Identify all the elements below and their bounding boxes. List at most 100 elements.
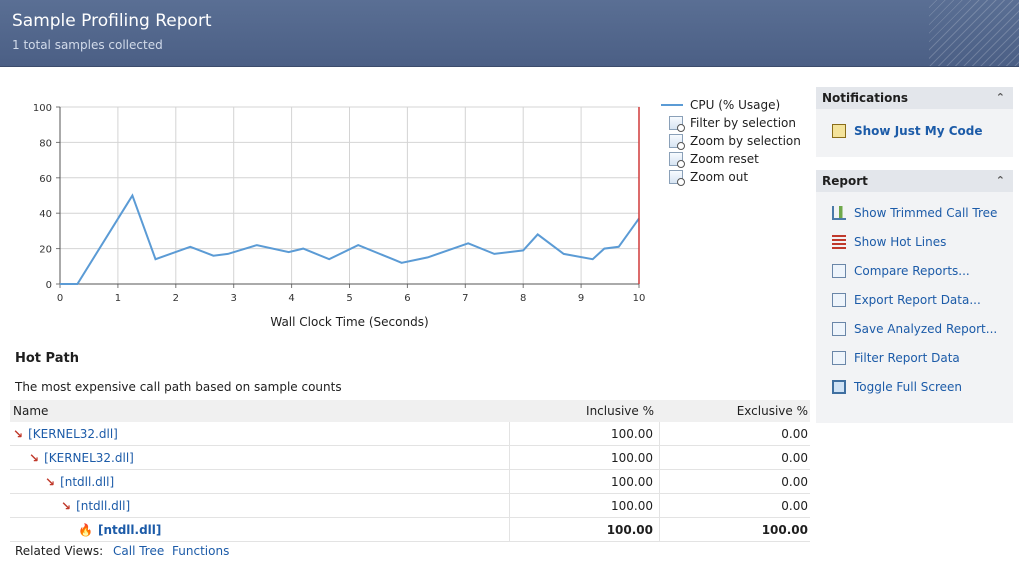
toggle-full-screen-link[interactable]: Toggle Full Screen: [816, 372, 1013, 401]
zoom-reset-icon: [661, 152, 685, 168]
hot-path-arrow-icon: ↘: [29, 450, 40, 465]
save-analyzed-report-link[interactable]: Save Analyzed Report...: [816, 314, 1013, 343]
legend-label: CPU (% Usage): [690, 98, 781, 112]
cpu-line-swatch: [661, 104, 683, 106]
functions-link[interactable]: Functions: [172, 544, 230, 558]
collapse-chevron-icon[interactable]: ⌃: [995, 91, 1005, 104]
zoom-out-icon: [661, 170, 685, 186]
inclusive-value: 100.00: [510, 494, 660, 517]
y-tick-label: 40: [39, 209, 52, 220]
x-tick-label: 4: [288, 293, 294, 304]
hot-spot-flame-icon: 🔥: [78, 522, 93, 537]
zoom-out-button[interactable]: Zoom out: [661, 168, 811, 186]
legend-label: Zoom out: [690, 170, 749, 184]
hot-lines-icon: [832, 234, 846, 249]
export-icon: [832, 292, 846, 307]
show-trimmed-call-tree-link[interactable]: Show Trimmed Call Tree: [816, 198, 1013, 227]
exclusive-value: 0.00: [781, 426, 808, 441]
hot-path-arrow-icon: ↘: [13, 426, 24, 441]
code-icon: [832, 124, 846, 138]
report-header-bar[interactable]: Report ⌃: [816, 170, 1013, 192]
report-header: Sample Profiling Report 1 total samples …: [0, 0, 1019, 67]
hot-path-arrow-icon: ↘: [45, 474, 56, 489]
x-tick-label: 8: [520, 293, 526, 304]
report-panel-title: Report: [822, 174, 868, 188]
notifications-title: Notifications: [822, 91, 909, 105]
report-title: Sample Profiling Report: [12, 11, 212, 31]
filter-icon: [661, 116, 685, 132]
exclusive-value: 100.00: [761, 522, 808, 537]
call-tree-icon: [832, 205, 846, 220]
report-item-label: Save Analyzed Report...: [854, 321, 998, 336]
x-tick-label: 0: [57, 293, 63, 304]
legend-label: Zoom by selection: [690, 134, 801, 148]
function-link[interactable]: [ntdll.dll]: [76, 498, 131, 513]
y-tick-label: 20: [39, 245, 52, 256]
zoom-by-selection-button[interactable]: Zoom by selection: [661, 132, 811, 150]
compare-reports-link[interactable]: Compare Reports...: [816, 256, 1013, 285]
column-inclusive-header[interactable]: Inclusive %: [586, 404, 654, 418]
function-link[interactable]: [ntdll.dll]: [97, 522, 162, 537]
table-row[interactable]: ↘ [KERNEL32.dll] 100.00 0.00: [10, 446, 810, 470]
table-row[interactable]: ↘ [ntdll.dll] 100.00 0.00: [10, 470, 810, 494]
function-link[interactable]: [KERNEL32.dll]: [28, 426, 118, 441]
inclusive-value: 100.00: [510, 422, 660, 445]
collapse-chevron-icon[interactable]: ⌃: [995, 174, 1005, 187]
y-tick-label: 0: [46, 280, 52, 291]
compare-icon: [832, 263, 846, 278]
table-row[interactable]: ↘ [ntdll.dll] 100.00 0.00: [10, 494, 810, 518]
save-icon: [832, 321, 846, 336]
table-header: Name Inclusive % Exclusive %: [10, 400, 810, 422]
exclusive-value: 0.00: [781, 450, 808, 465]
x-tick-label: 1: [115, 293, 121, 304]
report-item-label: Compare Reports...: [854, 263, 970, 278]
x-tick-label: 5: [346, 293, 352, 304]
x-tick-label: 10: [633, 293, 646, 304]
report-item-label: Show Hot Lines: [854, 234, 947, 249]
hot-path-title: Hot Path: [15, 351, 79, 366]
table-row[interactable]: ↘ [KERNEL32.dll] 100.00 0.00: [10, 422, 810, 446]
notifications-panel: Notifications ⌃ Show Just My Code: [816, 87, 1013, 157]
table-row[interactable]: 🔥 [ntdll.dll] 100.00 100.00: [10, 518, 810, 542]
report-item-label: Toggle Full Screen: [854, 379, 962, 394]
y-tick-label: 80: [39, 138, 52, 149]
show-hot-lines-link[interactable]: Show Hot Lines: [816, 227, 1013, 256]
inclusive-value: 100.00: [510, 518, 660, 541]
hot-path-description: The most expensive call path based on sa…: [15, 380, 342, 394]
call-tree-link[interactable]: Call Tree: [113, 544, 165, 558]
function-link[interactable]: [ntdll.dll]: [60, 474, 115, 489]
x-tick-label: 3: [231, 293, 237, 304]
header-decoration: [929, 0, 1019, 66]
exclusive-value: 0.00: [781, 498, 808, 513]
report-subtitle: 1 total samples collected: [12, 38, 163, 52]
x-tick-label: 7: [462, 293, 468, 304]
function-link[interactable]: [KERNEL32.dll]: [44, 450, 134, 465]
legend-label: Filter by selection: [690, 116, 797, 130]
cpu-usage-line: [60, 193, 640, 285]
filter-by-selection-button[interactable]: Filter by selection: [661, 114, 811, 132]
cpu-usage-chart[interactable]: 0 1 2 3 4 5 6 7 8 9 10 0 20 40 60 80 100 Wall Clock Time …: [0, 92, 660, 342]
report-item-label: Export Report Data...: [854, 292, 981, 307]
notifications-header[interactable]: Notifications ⌃: [816, 87, 1013, 109]
related-views-label: Related Views:: [15, 544, 104, 558]
legend-label: Zoom reset: [690, 152, 759, 166]
report-panel: Report ⌃ Show Trimmed Call Tree Show Hot…: [816, 170, 1013, 423]
filter-report-data-link[interactable]: Filter Report Data: [816, 343, 1013, 372]
notification-label: Show Just My Code: [854, 124, 983, 138]
export-report-data-link[interactable]: Export Report Data...: [816, 285, 1013, 314]
column-exclusive-header[interactable]: Exclusive %: [736, 404, 808, 418]
fullscreen-icon: [832, 379, 846, 394]
x-tick-label: 6: [404, 293, 410, 304]
x-tick-label: 9: [578, 293, 584, 304]
show-just-my-code-link[interactable]: Show Just My Code: [816, 109, 1013, 153]
column-name-header[interactable]: Name: [13, 404, 49, 418]
inclusive-value: 100.00: [510, 446, 660, 469]
report-item-label: Show Trimmed Call Tree: [854, 205, 998, 220]
x-tick-label: 2: [173, 293, 179, 304]
legend-cpu-usage: CPU (% Usage): [661, 96, 811, 114]
exclusive-value: 0.00: [781, 474, 808, 489]
zoom-reset-button[interactable]: Zoom reset: [661, 150, 811, 168]
x-axis-label: Wall Clock Time (Seconds): [270, 315, 428, 329]
related-views: Related Views: Call Tree Functions: [15, 544, 229, 558]
